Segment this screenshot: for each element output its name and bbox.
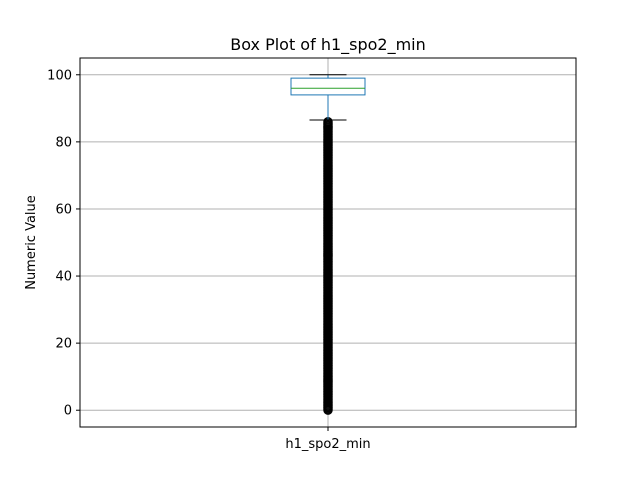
y-tick-label: 80 — [55, 135, 72, 150]
iqr-box — [290, 77, 366, 96]
y-tick-label: 100 — [47, 68, 72, 83]
chart-title: Box Plot of h1_spo2_min — [230, 35, 426, 55]
y-tick-label: 20 — [55, 337, 72, 352]
y-tick-label: 40 — [55, 270, 72, 285]
y-tick-label: 60 — [55, 202, 72, 217]
x-tick-label: h1_spo2_min — [285, 437, 370, 452]
y-axis-label: Numeric Value — [24, 195, 39, 290]
box-plot-series — [290, 74, 366, 415]
axes: 0 20 40 60 80 100 h1_spo2_min — [47, 68, 370, 452]
y-tick-label: 0 — [64, 404, 72, 419]
